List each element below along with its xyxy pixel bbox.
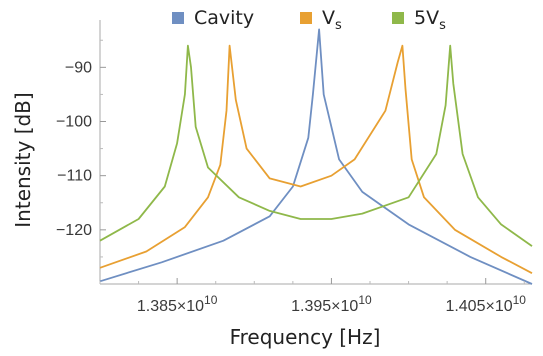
x-tick-label: 1.385×1010 <box>137 293 218 315</box>
y-tick-label: −120 <box>56 222 92 239</box>
legend-swatch-2 <box>392 12 404 24</box>
y-axis-title: Intensity [dB] <box>11 92 35 227</box>
y-tick-label: −110 <box>57 168 92 185</box>
legend-swatch-1 <box>300 12 312 24</box>
x-tick-label: 1.405×1010 <box>445 293 526 315</box>
series-line-0 <box>99 28 533 285</box>
plot-area <box>99 28 533 285</box>
legend-label-1: Vs <box>322 7 342 33</box>
y-tick-label: −100 <box>56 114 92 131</box>
x-axis-title: Frequency [Hz] <box>230 325 381 349</box>
series-line-2 <box>99 44 533 247</box>
series-line-1 <box>99 44 533 274</box>
legend-swatch-0 <box>172 12 184 24</box>
legend-label-2: 5Vs <box>414 7 446 33</box>
tick-labels: −90 −100 −110 −120 1.385×1010 1.395×1010 1.405… <box>56 39 526 315</box>
legend-label-0: Cavity <box>194 7 254 29</box>
x-tick-label: 1.395×1010 <box>291 293 372 315</box>
legend: Cavity Vs 5Vs <box>172 7 446 33</box>
y-tick-label: −90 <box>65 59 92 76</box>
